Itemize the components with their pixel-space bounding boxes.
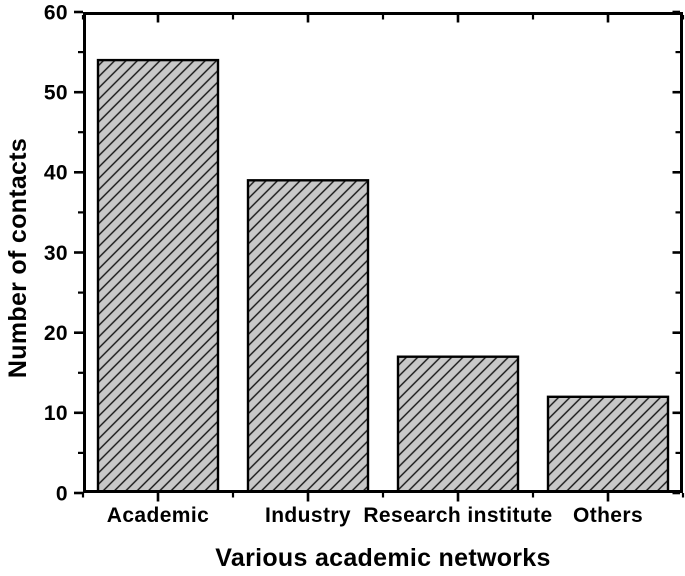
y-tick-label-50: 50 — [44, 82, 68, 105]
x-tick-label-others: Others — [573, 504, 643, 527]
y-axis-title: Number of contacts — [4, 138, 32, 378]
y-tick-label-30: 30 — [44, 242, 68, 265]
bars — [96, 58, 670, 493]
axis-ticks — [74, 10, 685, 502]
x-category-labels: Academic Industry Research institute Others — [107, 504, 643, 527]
y-tick-labels: 0 10 20 30 40 50 60 — [44, 1, 68, 505]
bar-academic — [96, 58, 220, 493]
bar-industry — [246, 179, 370, 493]
x-tick-label-research-institute: Research institute — [363, 504, 552, 527]
x-axis-title: Various academic networks — [215, 544, 550, 572]
y-tick-label-40: 40 — [44, 162, 68, 185]
y-tick-label-60: 60 — [44, 1, 68, 24]
bar-others — [546, 395, 670, 493]
y-tick-label-20: 20 — [44, 322, 68, 345]
y-tick-label-10: 10 — [44, 402, 68, 425]
x-tick-label-industry: Industry — [265, 504, 351, 527]
plot-frame — [83, 12, 683, 493]
bar-research-institute — [396, 355, 520, 493]
y-tick-label-0: 0 — [56, 482, 68, 505]
x-tick-label-academic: Academic — [107, 504, 209, 527]
